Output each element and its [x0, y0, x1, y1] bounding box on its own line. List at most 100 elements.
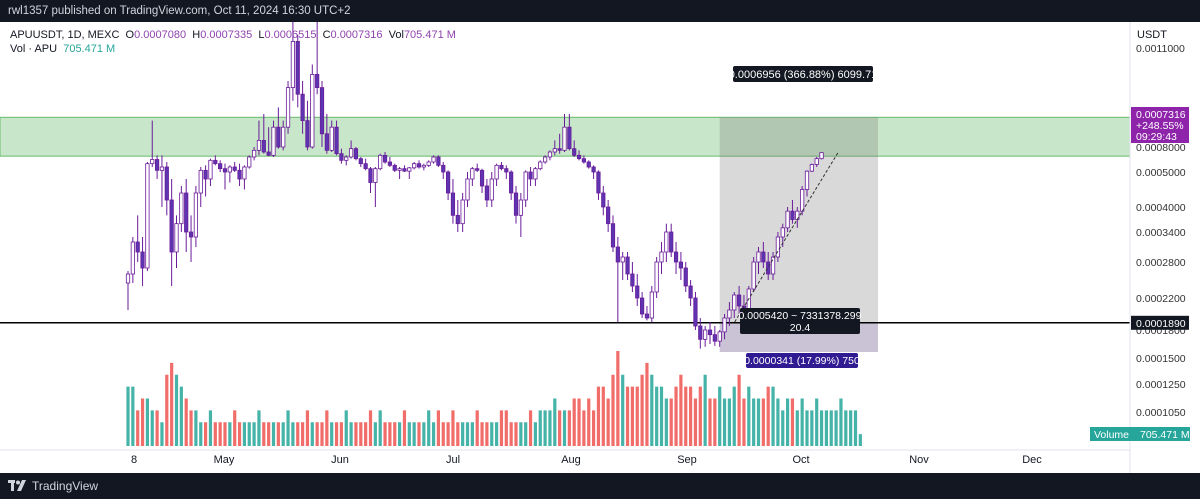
- candle-body: [227, 166, 232, 173]
- candle-body: [673, 251, 679, 263]
- time-tick-label: 8: [131, 454, 137, 466]
- volume-bar: [684, 386, 688, 446]
- candle-body: [247, 156, 252, 168]
- ohlc-legend: APUUSDT, 1D, MEXC O0.0007080 H0.0007335 …: [10, 28, 456, 42]
- volume-bar: [475, 410, 479, 446]
- candle-body: [276, 126, 281, 148]
- candle-body: [576, 154, 582, 160]
- volume-bar: [538, 410, 542, 446]
- candle-body: [353, 148, 359, 160]
- candle-body: [295, 41, 300, 95]
- measure-mid-line1: 0.0005420 ~ 7331378.299: [739, 310, 862, 322]
- volume-bar: [829, 410, 833, 446]
- volume-bar: [291, 422, 295, 446]
- candle-body: [300, 93, 305, 121]
- volume-bar: [461, 422, 465, 446]
- candle-body: [606, 206, 611, 225]
- volume-bar: [490, 422, 494, 446]
- volume-bar: [718, 386, 722, 446]
- candle-body: [683, 267, 688, 287]
- candle-body: [494, 164, 499, 180]
- volume-bar: [320, 422, 324, 446]
- volume-bar: [140, 398, 145, 446]
- price-tick-label: 0.0003400: [1136, 227, 1186, 239]
- volume-bar: [422, 422, 426, 446]
- chart-svg[interactable]: 0.0006956 (366.88%) 6099.71 0.0005420 ~ 7…: [0, 15, 1200, 473]
- volume-bar: [625, 386, 630, 446]
- volume-bar: [606, 398, 610, 446]
- volume-bar: [810, 410, 814, 446]
- volume-bar: [233, 410, 237, 446]
- low-label: L: [258, 29, 265, 41]
- volume-tag: [1090, 427, 1190, 441]
- volume-bar: [407, 422, 411, 446]
- volume-bar: [722, 398, 727, 446]
- tradingview-logo[interactable]: TradingView: [8, 479, 98, 493]
- volume-bar: [679, 374, 683, 446]
- candle-body: [261, 139, 266, 153]
- volume-bar: [431, 422, 436, 446]
- candle-body: [445, 171, 451, 194]
- candle-body: [513, 192, 519, 216]
- candle-body: [416, 163, 422, 168]
- volume-bar: [815, 398, 819, 446]
- volume-bar: [417, 422, 421, 446]
- footer-bar: TradingView: [0, 473, 1200, 499]
- volume-bar: [204, 422, 208, 446]
- candle-body: [441, 164, 446, 173]
- volume-bar: [655, 386, 659, 446]
- volume-bar: [698, 386, 702, 446]
- candle-body: [344, 156, 349, 161]
- candle-body: [703, 329, 708, 340]
- volume-bar: [398, 422, 402, 446]
- volume-bar: [669, 398, 673, 446]
- volume-bar: [514, 422, 518, 446]
- candle-body: [242, 166, 247, 180]
- volume-bar: [271, 422, 276, 446]
- volume-bar: [155, 410, 159, 446]
- chart-legend: APUUSDT, 1D, MEXC O0.0007080 H0.0007335 …: [10, 28, 456, 56]
- volume-bar: [771, 386, 775, 446]
- volume-bar: [441, 422, 445, 446]
- candle-body: [130, 241, 135, 275]
- candle-body: [140, 251, 145, 269]
- volume-bar: [519, 422, 523, 446]
- volume-bar: [495, 422, 499, 446]
- candle-body: [630, 273, 635, 287]
- volume-bar: [359, 422, 363, 446]
- candle-body: [766, 261, 771, 275]
- candle-body: [154, 159, 160, 171]
- volume-bar: [189, 410, 193, 446]
- candle-body: [562, 126, 567, 151]
- axis-currency-label: USDT: [1137, 29, 1167, 41]
- candle-body: [281, 126, 286, 148]
- price-tick-label: 0.0011000: [1136, 43, 1185, 55]
- chart-area[interactable]: 0.0006956 (366.88%) 6099.71 0.0005420 ~ 7…: [0, 15, 1200, 473]
- time-tick-label: Oct: [792, 454, 809, 466]
- candle-body: [319, 87, 325, 135]
- volume-bar: [136, 410, 140, 446]
- candle-body: [373, 168, 378, 183]
- volume-bar: [548, 410, 552, 446]
- volume-bar: [616, 351, 620, 446]
- measure-diagonal: [734, 152, 839, 323]
- candle-body: [363, 163, 368, 170]
- candle-body: [378, 154, 383, 170]
- volume-bar: [165, 374, 169, 446]
- volume-bar: [208, 410, 213, 446]
- volume-bar: [562, 410, 567, 446]
- volume-bar: [412, 422, 416, 446]
- candle-body: [184, 192, 189, 233]
- candle-body: [615, 246, 620, 263]
- volume-bar: [305, 410, 310, 446]
- candle-body: [644, 313, 650, 319]
- candle-body: [465, 178, 470, 201]
- volume-bar: [737, 374, 741, 446]
- candle-body: [804, 170, 810, 190]
- volume-bar: [174, 374, 179, 446]
- price-tick-label: 0.0001250: [1136, 379, 1186, 391]
- candle-body: [218, 163, 223, 170]
- volume-bar: [242, 422, 246, 446]
- current-price-tag: [1131, 107, 1189, 143]
- candle-body: [125, 273, 131, 284]
